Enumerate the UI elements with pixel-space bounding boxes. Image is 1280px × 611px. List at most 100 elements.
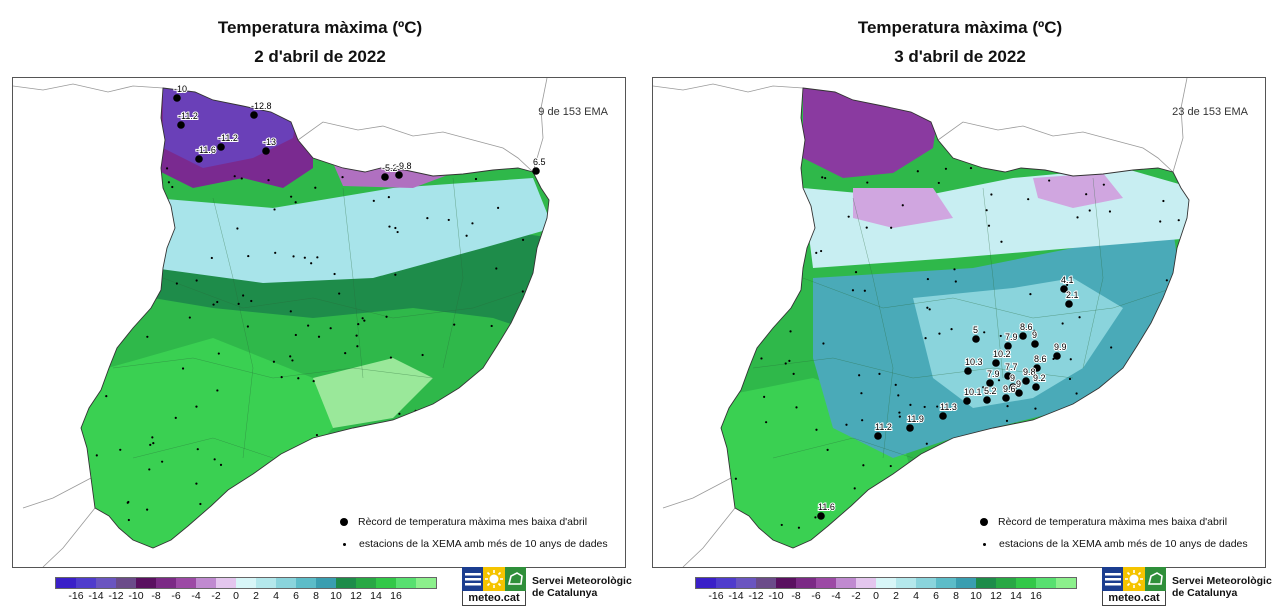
station-dot bbox=[851, 520, 854, 524]
station-dot bbox=[356, 345, 359, 348]
record-station-dot bbox=[964, 367, 972, 375]
station-dot bbox=[1144, 436, 1147, 439]
station-dot bbox=[1159, 220, 1162, 223]
station-dot bbox=[951, 517, 955, 520]
station-dot bbox=[774, 168, 777, 171]
station-dot bbox=[861, 419, 864, 422]
color-scale: -16 -14 -12 -10 -8 -6 -4 -2 0 2 4 6 8 10 12 14 16 bbox=[55, 577, 437, 603]
station-dot bbox=[792, 372, 795, 375]
color-swatch bbox=[76, 578, 96, 588]
station-dot bbox=[734, 477, 737, 480]
record-value-label: 8.6 bbox=[1020, 322, 1033, 332]
color-scale-tick: 2 bbox=[893, 590, 899, 602]
station-dot bbox=[830, 503, 834, 506]
station-dot bbox=[862, 464, 865, 467]
color-scale-swatches bbox=[55, 577, 437, 589]
station-dot bbox=[181, 367, 185, 370]
station-dot bbox=[898, 411, 901, 414]
station-dot bbox=[126, 501, 129, 504]
map-frame: -10 -11.2 -12.8 -11.2 -13 -11.6 -5.2 -9.8 6.5 bbox=[12, 77, 626, 568]
record-value-label: 2.1 bbox=[1066, 290, 1079, 300]
record-station-dot bbox=[217, 143, 225, 151]
station-dot bbox=[478, 534, 481, 538]
station-dot bbox=[763, 395, 766, 398]
color-swatch bbox=[56, 578, 76, 588]
station-dot bbox=[240, 177, 243, 180]
station-dot bbox=[195, 405, 198, 408]
color-swatch bbox=[356, 578, 376, 588]
map-title: Temperatura màxima (ºC) bbox=[857, 18, 1063, 37]
color-swatch bbox=[876, 578, 896, 588]
meteocat-logo: meteo.cat bbox=[1102, 567, 1166, 607]
station-dot bbox=[355, 334, 358, 337]
station-dot bbox=[196, 448, 199, 451]
station-dot bbox=[909, 494, 912, 497]
record-station-dot bbox=[992, 359, 1000, 367]
station-dot bbox=[1066, 283, 1069, 286]
station-dot bbox=[216, 300, 219, 304]
station-dot-icon bbox=[983, 542, 986, 546]
station-dot bbox=[488, 441, 492, 444]
record-value-label: -10 bbox=[174, 84, 187, 94]
station-dot bbox=[1068, 377, 1072, 381]
station-dot bbox=[822, 342, 825, 345]
color-scale-tick: -10 bbox=[768, 590, 784, 602]
record-station-dot bbox=[1031, 340, 1039, 348]
color-swatch bbox=[256, 578, 276, 588]
station-dot bbox=[372, 199, 375, 202]
record-value-label: 11.3 bbox=[940, 402, 957, 412]
color-swatch bbox=[156, 578, 176, 588]
station-dot bbox=[247, 254, 250, 258]
station-dot bbox=[1066, 291, 1070, 295]
record-value-label: 11.9 bbox=[907, 414, 924, 424]
station-dot bbox=[889, 464, 892, 468]
station-dot bbox=[236, 227, 239, 230]
station-dot bbox=[997, 379, 1001, 382]
station-dot bbox=[210, 256, 213, 260]
waves-icon bbox=[462, 567, 484, 591]
record-value-label: -9.8 bbox=[396, 161, 412, 171]
color-swatch bbox=[396, 578, 416, 588]
organization-line-1: Servei Meteorològic bbox=[532, 575, 632, 587]
station-dot bbox=[763, 196, 766, 199]
station-dot bbox=[980, 498, 983, 501]
record-value-label: 4.1 bbox=[1061, 275, 1074, 285]
station-dot bbox=[294, 333, 297, 337]
station-dot bbox=[1046, 461, 1049, 464]
record-value-label: -13 bbox=[263, 137, 276, 147]
station-dot bbox=[453, 323, 456, 326]
color-swatch bbox=[756, 578, 776, 588]
station-dot bbox=[746, 234, 749, 237]
station-dot bbox=[400, 447, 403, 450]
station-dot bbox=[394, 226, 397, 230]
station-dot bbox=[153, 251, 156, 255]
record-value-label: 9 bbox=[1010, 373, 1015, 383]
station-dot bbox=[333, 272, 336, 276]
station-dot bbox=[1110, 346, 1113, 349]
color-swatch bbox=[936, 578, 956, 588]
station-dot bbox=[1029, 293, 1032, 296]
station-dot bbox=[233, 175, 236, 178]
color-scale-tick: 14 bbox=[370, 590, 382, 602]
record-value-label: 9 bbox=[1032, 330, 1037, 340]
station-dot bbox=[909, 403, 912, 406]
station-dot bbox=[521, 238, 525, 241]
station-dot bbox=[274, 251, 277, 254]
station-dot bbox=[174, 416, 177, 419]
station-dot bbox=[396, 230, 399, 234]
station-dot bbox=[471, 222, 474, 225]
station-dot bbox=[1076, 216, 1079, 219]
station-dot bbox=[447, 435, 450, 439]
station-dot bbox=[936, 491, 939, 494]
logo-label: meteo.cat bbox=[1102, 591, 1166, 606]
color-scale-tick: -8 bbox=[791, 590, 801, 602]
station-dot bbox=[506, 402, 509, 405]
station-dot bbox=[1088, 209, 1091, 212]
station-dot bbox=[936, 405, 939, 408]
color-scale-tick: 8 bbox=[313, 590, 319, 602]
station-dot bbox=[1161, 380, 1164, 383]
station-dot bbox=[740, 229, 744, 232]
color-swatch bbox=[296, 578, 316, 588]
station-dot bbox=[990, 193, 993, 196]
station-dot bbox=[972, 460, 975, 463]
